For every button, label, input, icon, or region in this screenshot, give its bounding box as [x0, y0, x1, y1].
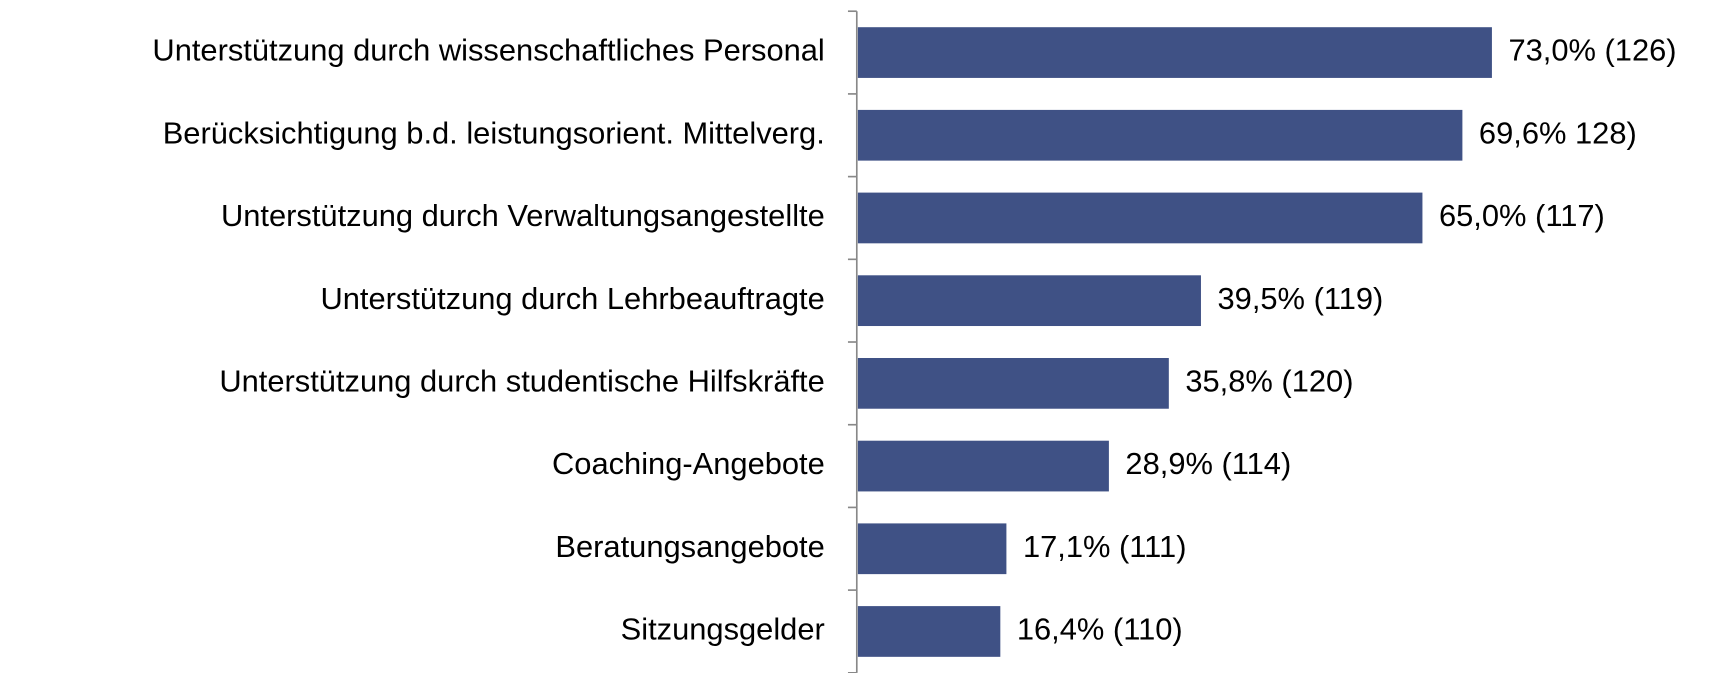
value-label: 35,8% (120) — [1185, 364, 1353, 399]
value-label: 39,5% (119) — [1218, 281, 1384, 316]
bar — [857, 109, 1463, 161]
value-label: 16,4% (110) — [1017, 612, 1183, 647]
bar — [857, 523, 1007, 575]
bar — [857, 440, 1109, 492]
value-label: 17,1% (111) — [1023, 529, 1187, 564]
category-label: Unterstützung durch wissenschaftliches P… — [152, 33, 824, 68]
value-label: 69,6% 128) — [1479, 115, 1637, 150]
bar — [857, 358, 1169, 409]
bar — [857, 192, 1423, 244]
value-label: 73,0% (126) — [1508, 33, 1676, 68]
category-label: Unterstützung durch Verwaltungsangestell… — [221, 198, 825, 233]
category-label: Beratungsangebote — [555, 529, 824, 564]
category-label: Sitzungsgelder — [621, 612, 825, 647]
category-label: Unterstützung durch Lehrbeauftragte — [320, 281, 824, 316]
category-label: Coaching-Angebote — [552, 446, 825, 481]
bar — [857, 27, 1492, 78]
bar — [857, 275, 1201, 327]
bar — [857, 606, 1001, 657]
category-label: Berücksichtigung b.d. leistungsorient. M… — [163, 115, 825, 150]
value-label: 65,0% (117) — [1439, 198, 1605, 233]
value-label: 28,9% (114) — [1125, 446, 1291, 481]
category-label: Unterstützung durch studentische Hilfskr… — [219, 364, 824, 399]
